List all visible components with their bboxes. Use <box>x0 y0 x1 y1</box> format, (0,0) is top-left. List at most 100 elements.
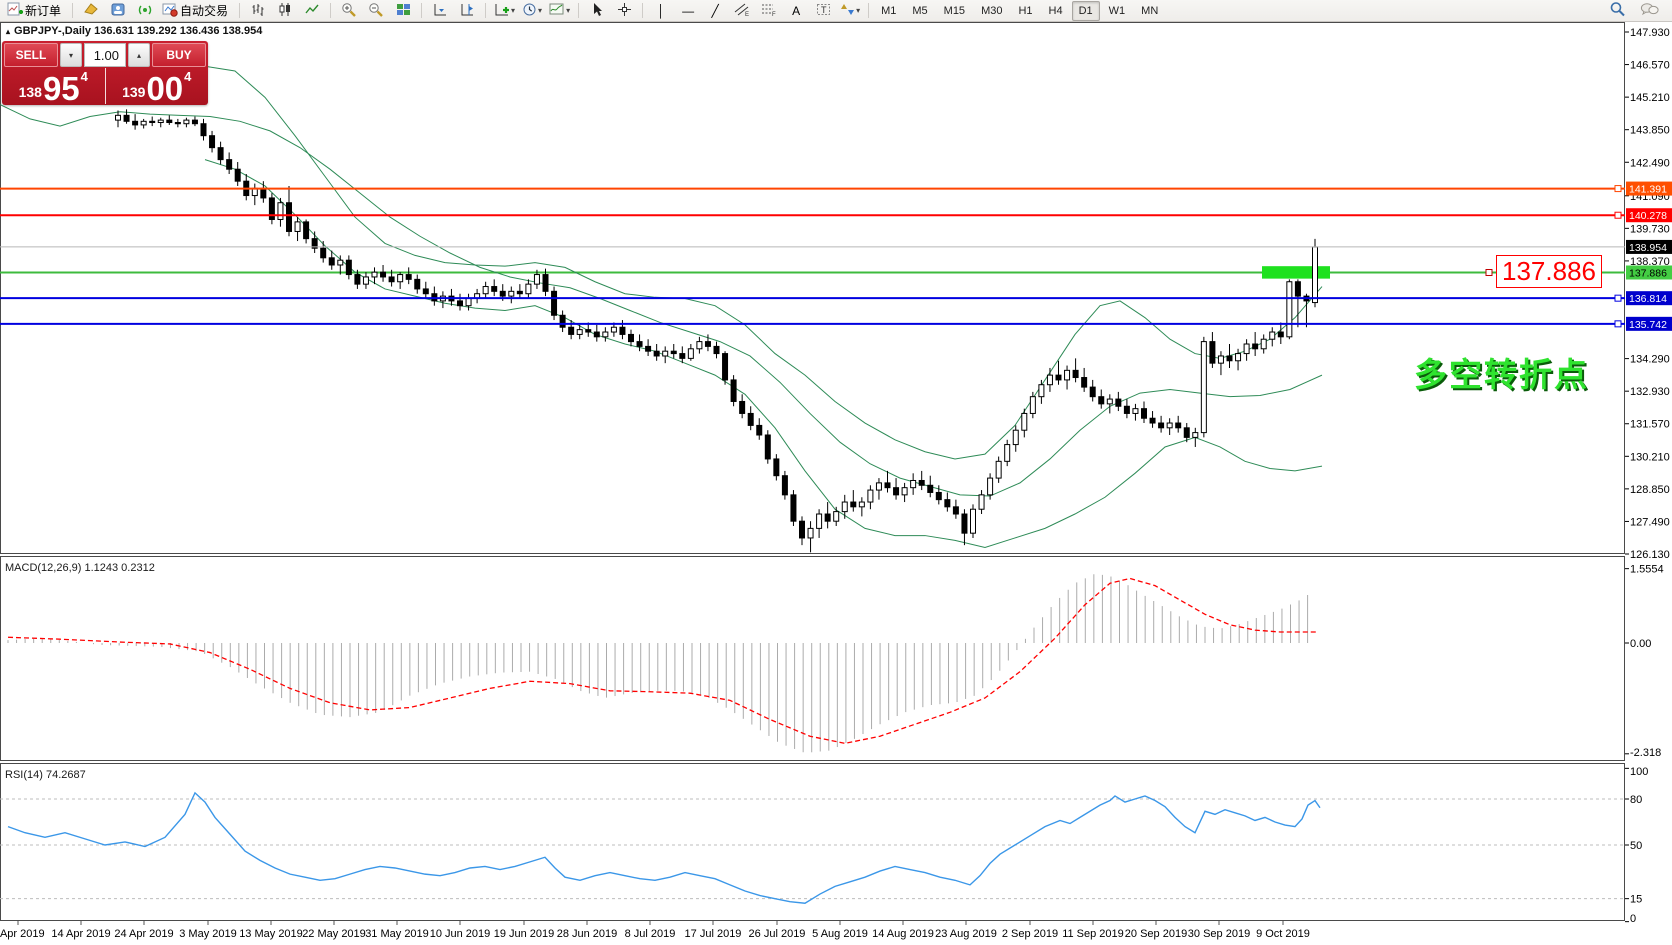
toolbar-separator <box>868 3 870 18</box>
svg-text:126.130: 126.130 <box>1630 549 1670 561</box>
svg-text:137.886: 137.886 <box>1629 268 1667 280</box>
text-label-tool-button[interactable]: T <box>810 1 836 21</box>
search-icon <box>1609 1 1626 20</box>
time-axis: 4 Apr 2019 14 Apr 2019 24 Apr 2019 3 May 20… <box>0 921 1310 940</box>
metaeditor-button[interactable] <box>78 1 104 21</box>
volume-input[interactable]: 1.00 <box>84 43 126 67</box>
one-click-trading-panel: SELL ▾ 1.00 ▴ BUY 138 95 4 139 00 4 <box>2 41 208 105</box>
svg-text:28 Jun 2019: 28 Jun 2019 <box>557 928 618 940</box>
autotrading-icon <box>162 2 179 20</box>
timeframe-w1[interactable]: W1 <box>1108 4 1126 17</box>
line-chart-mode-button[interactable] <box>299 1 325 21</box>
zoom-out-button[interactable] <box>363 1 389 21</box>
vertical-line-tool-button[interactable]: │ <box>648 1 674 21</box>
svg-text:30 Sep 2019: 30 Sep 2019 <box>1188 928 1250 940</box>
chat-icon <box>1640 2 1659 20</box>
collapse-triangle-icon[interactable]: ▴ <box>6 26 11 36</box>
templates-button[interactable]: ▾ <box>546 1 573 21</box>
svg-text:T: T <box>821 5 827 15</box>
periods-clock-icon <box>522 2 537 20</box>
zoom-in-button[interactable] <box>336 1 362 21</box>
svg-text:127.490: 127.490 <box>1630 516 1670 528</box>
terminal-button[interactable] <box>105 1 131 21</box>
timeframe-h4[interactable]: H4 <box>1048 4 1063 17</box>
toolbar-right-group <box>1604 1 1668 21</box>
buy-button[interactable]: BUY <box>152 43 206 67</box>
arrows-tool-button[interactable]: ▾ <box>837 1 863 21</box>
svg-text:139.730: 139.730 <box>1630 223 1670 235</box>
pane-frames <box>0 22 1625 921</box>
svg-text:147.930: 147.930 <box>1630 27 1670 39</box>
toolbar-separator <box>578 3 580 18</box>
volume-decrease-button[interactable]: ▾ <box>60 43 82 67</box>
svg-text:141.391: 141.391 <box>1629 184 1667 196</box>
price-callout-label[interactable]: 137.886 <box>1496 255 1602 288</box>
crosshair-tool-button[interactable] <box>611 1 637 21</box>
timeframe-m30[interactable]: M30 <box>981 4 1003 17</box>
chart-shift-button[interactable] <box>454 1 480 21</box>
svg-text:0.00: 0.00 <box>1630 638 1651 650</box>
volume-increase-button[interactable]: ▴ <box>128 43 150 67</box>
chat-button[interactable] <box>1636 1 1662 21</box>
bollinger-bands <box>0 65 1323 549</box>
line-chart-icon <box>304 2 320 20</box>
sell-button[interactable]: SELL <box>4 43 58 67</box>
svg-text:134.290: 134.290 <box>1630 354 1670 366</box>
timeframe-m15[interactable]: M15 <box>943 4 966 17</box>
svg-text:130.210: 130.210 <box>1630 451 1670 463</box>
periods-button[interactable]: ▾ <box>519 1 545 21</box>
sell-price-sup: 4 <box>80 69 88 84</box>
bar-chart-mode-button[interactable] <box>245 1 271 21</box>
channel-tool-button[interactable]: E <box>729 1 755 21</box>
timeframe-m1[interactable]: M1 <box>881 4 897 17</box>
svg-text:135.742: 135.742 <box>1629 319 1667 331</box>
toolbar-separator <box>239 3 241 18</box>
svg-text:14 Aug 2019: 14 Aug 2019 <box>872 928 934 940</box>
svg-text:131.570: 131.570 <box>1630 419 1670 431</box>
cursor-tool-button[interactable] <box>584 1 610 21</box>
indicators-icon <box>494 2 510 20</box>
candlestick-icon <box>278 2 293 20</box>
timeframe-h1[interactable]: H1 <box>1018 4 1033 17</box>
indicators-button[interactable]: ▾ <box>491 1 518 21</box>
price-pane <box>0 65 1625 553</box>
svg-text:14 Apr 2019: 14 Apr 2019 <box>51 928 110 940</box>
svg-text:9 Oct 2019: 9 Oct 2019 <box>1256 928 1310 940</box>
horizontal-lines <box>0 185 1625 328</box>
tile-windows-button[interactable] <box>390 1 416 21</box>
horizontal-line-tool-button[interactable]: — <box>675 1 701 21</box>
sell-price-small: 138 <box>18 84 42 100</box>
svg-text:19 Jun 2019: 19 Jun 2019 <box>494 928 555 940</box>
vertical-line-icon: │ <box>657 3 665 18</box>
svg-text:E: E <box>745 12 749 17</box>
buy-price[interactable]: 139 00 4 <box>106 68 209 107</box>
terminal-icon <box>110 2 126 20</box>
chevron-down-icon: ▾ <box>511 6 516 15</box>
timeframe-mn[interactable]: MN <box>1141 4 1159 17</box>
buy-price-big: 00 <box>146 69 184 107</box>
svg-text:132.930: 132.930 <box>1630 386 1670 398</box>
fibonacci-tool-button[interactable]: F <box>756 1 782 21</box>
toolbar-separator <box>642 3 644 18</box>
timeframe-d1[interactable]: D1 <box>1071 0 1100 21</box>
turning-point-annotation[interactable]: 多空转折点 <box>1414 356 1589 393</box>
timeframe-group: M1 M5 M15 M30 H1 H4 D1 W1 MN <box>874 0 1165 21</box>
macd-pane: 1.5554 0.00 -2.318 <box>7 564 1664 759</box>
svg-text:F: F <box>772 12 776 17</box>
svg-text:15: 15 <box>1630 894 1642 906</box>
autotrading-button[interactable]: 自动交易 <box>159 1 234 21</box>
search-button[interactable] <box>1604 1 1630 21</box>
svg-text:5 Aug 2019: 5 Aug 2019 <box>812 928 868 940</box>
svg-text:136.814: 136.814 <box>1629 293 1667 305</box>
trendline-tool-button[interactable]: ╱ <box>702 1 728 21</box>
candlestick-mode-button[interactable] <box>272 1 298 21</box>
chart-canvas[interactable]: 147.930146.570145.210143.850142.490141.0… <box>0 21 1672 945</box>
chart-shift-icon <box>460 2 475 20</box>
signals-button[interactable] <box>132 1 158 21</box>
timeframe-m5[interactable]: M5 <box>912 4 928 17</box>
sell-price[interactable]: 138 95 4 <box>2 68 106 105</box>
auto-scroll-button[interactable] <box>427 1 453 21</box>
text-tool-button[interactable]: A <box>783 1 809 21</box>
auto-scroll-icon <box>433 2 448 20</box>
new-order-button[interactable]: 新订单 <box>4 1 67 21</box>
